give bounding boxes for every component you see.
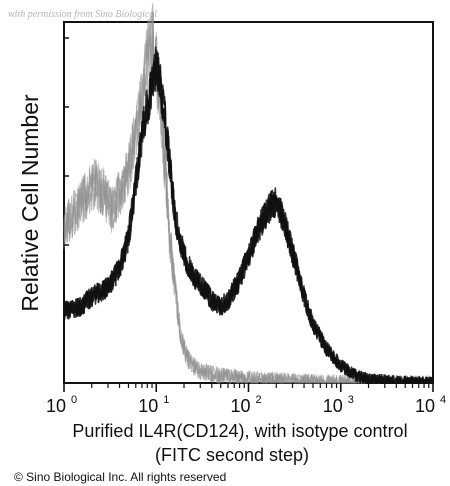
x-tick-exponent: 3: [348, 394, 354, 406]
x-axis-label-line2: (FITC second step): [155, 445, 309, 465]
watermark: with permission from Sino Biological: [8, 9, 157, 20]
x-axis-label-line1: Purified IL4R(CD124), with isotype contr…: [72, 421, 407, 441]
x-tick-label: 10: [138, 396, 158, 416]
x-tick-label: 10: [323, 396, 343, 416]
series-layer: [63, 3, 434, 384]
x-tick-exponent: 0: [71, 394, 77, 406]
series-1-trace: [63, 13, 434, 384]
series-2-trace: [63, 53, 434, 384]
x-tick-exponent: 2: [256, 394, 262, 406]
series-1: [63, 3, 434, 384]
x-tick-label: 10: [230, 396, 250, 416]
x-tick-label: 10: [415, 396, 435, 416]
y-ticks: [64, 37, 69, 315]
x-tick-label: 10: [46, 396, 66, 416]
copyright-notice: © Sino Biological Inc. All rights reserv…: [14, 470, 226, 484]
series-2-trace: [63, 46, 434, 384]
y-axis-label: Relative Cell Number: [17, 94, 43, 312]
x-tick-exponent: 4: [440, 394, 446, 406]
x-ticks: 10 0 10 1 10 2 10 3 10 4: [46, 383, 446, 416]
series-2: [63, 46, 434, 384]
series-2-trace: [63, 50, 434, 384]
x-tick-exponent: 1: [163, 394, 169, 406]
series-2-trace: [63, 50, 434, 384]
